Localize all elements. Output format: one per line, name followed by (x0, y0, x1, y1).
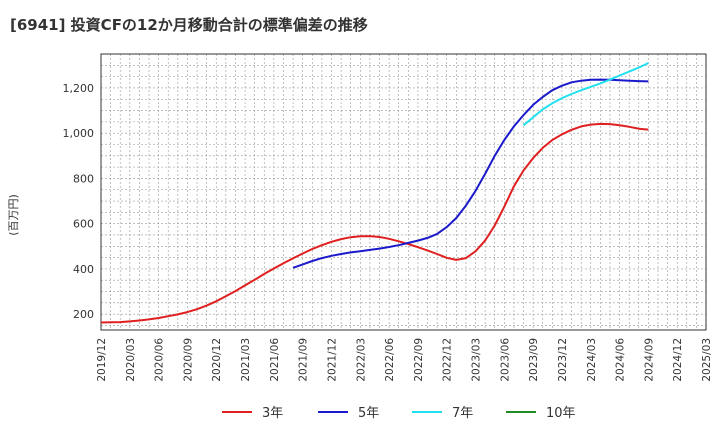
series-line-0 (100, 122, 649, 324)
x-tick-label: 2022/03 (355, 338, 367, 382)
y-tick-label: 1,200 (63, 82, 95, 95)
x-tick-label: 2024/03 (586, 338, 598, 382)
x-tick-label: 2022/06 (384, 338, 396, 382)
x-tick-label: 2022/09 (413, 338, 425, 382)
legend-label-2: 7年 (452, 406, 473, 421)
legend-label-3: 10年 (546, 406, 576, 421)
y-tick-labels: 200 400 600 800 1,000 1,200 (63, 82, 95, 321)
series-line-2 (522, 62, 649, 127)
series-line-1 (292, 78, 649, 269)
chart-title: [6941] 投資CFの12か月移動合計の標準偏差の推移 (10, 16, 368, 34)
x-tick-labels: 2019/12 2020/03 2020/06 2020/09 2020/12 2021/… (96, 338, 713, 382)
y-tick-label: 800 (73, 172, 94, 185)
x-tick-label: 2023/03 (471, 338, 483, 382)
x-tick-label: 2021/03 (240, 338, 252, 382)
x-tick-label: 2020/09 (182, 338, 194, 382)
y-tick-label: 200 (73, 308, 94, 321)
x-tick-label: 2023/12 (557, 338, 569, 382)
x-tick-label: 2021/09 (298, 338, 310, 382)
plot-area (100, 53, 707, 331)
x-tick-label: 2022/12 (442, 338, 454, 382)
y-axis-label: (百万円) (7, 194, 20, 236)
x-tick-label: 2019/12 (96, 338, 108, 382)
x-tick-label: 2024/06 (615, 338, 627, 382)
x-tick-label: 2024/09 (643, 338, 655, 382)
y-tick-label: 600 (73, 218, 94, 231)
x-tick-label: 2020/12 (211, 338, 223, 382)
x-tick-label: 2021/06 (269, 338, 281, 382)
series-layer (100, 62, 649, 324)
grid-layer (101, 54, 706, 330)
legend-label-0: 3年 (262, 406, 283, 421)
x-tick-label: 2020/06 (154, 338, 166, 382)
y-tick-label: 1,000 (63, 127, 95, 140)
x-tick-label: 2024/12 (672, 338, 684, 382)
x-tick-label: 2025/03 (701, 338, 713, 382)
x-tick-label: 2021/12 (326, 338, 338, 382)
x-tick-label: 2023/09 (528, 338, 540, 382)
legend: 3年 5年 7年 10年 (222, 406, 576, 421)
y-tick-label: 400 (73, 263, 94, 276)
legend-label-1: 5年 (358, 406, 379, 421)
x-tick-label: 2020/03 (125, 338, 137, 382)
x-tick-label: 2023/06 (499, 338, 511, 382)
